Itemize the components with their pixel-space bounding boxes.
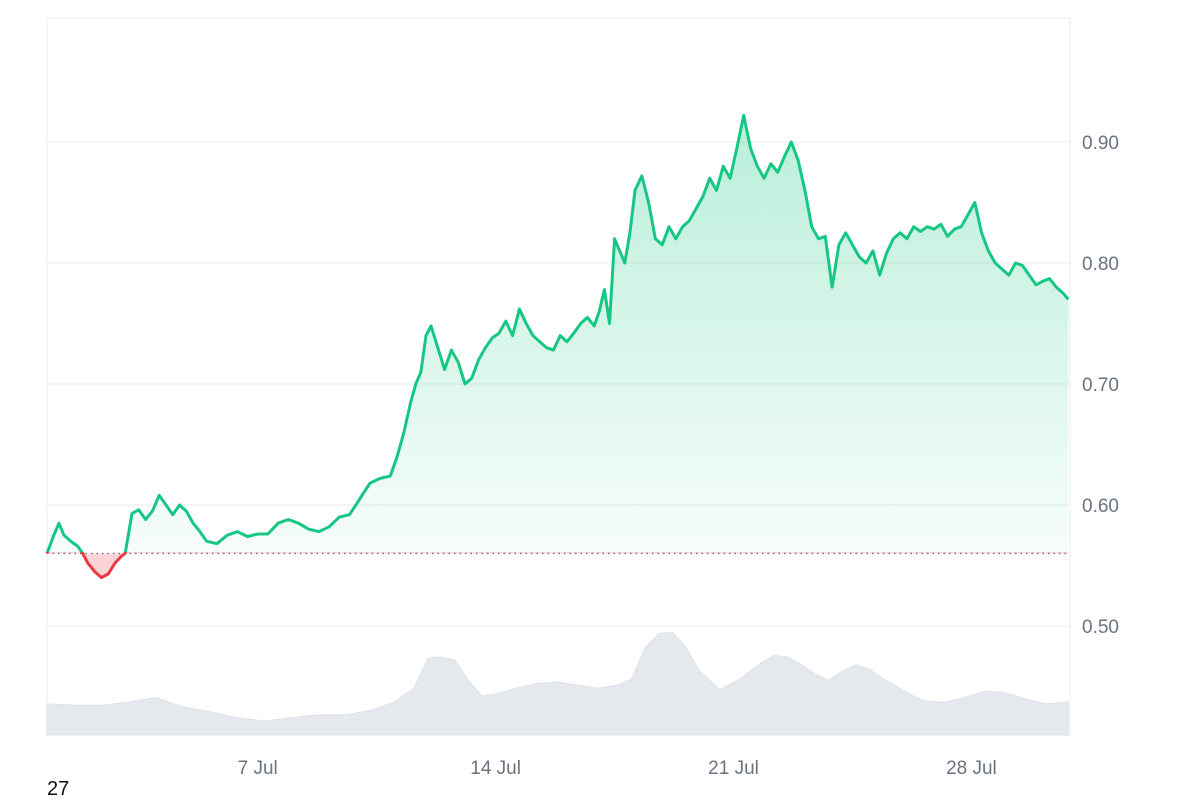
- price-fill-up: [47, 115, 1069, 552]
- x-tick-label: 28 Jul: [946, 758, 997, 779]
- axis-labels: 0.50 0.60 0.70 0.80 0.90 7 Jul 14 Jul 21 Jul 28 …: [238, 133, 1119, 779]
- y-tick-label: 0.50: [1082, 617, 1119, 638]
- corner-label: 27: [47, 778, 70, 800]
- y-tick-label: 0.90: [1082, 133, 1119, 154]
- y-tick-label: 0.80: [1082, 254, 1119, 275]
- price-line-up: [45, 113, 1070, 552]
- price-series: [45, 113, 1070, 580]
- x-tick-label: 21 Jul: [708, 758, 759, 779]
- volume-area: [46, 631, 1069, 736]
- y-tick-label: 0.70: [1082, 375, 1119, 396]
- volume-area-path: [46, 631, 1069, 736]
- x-tick-label: 14 Jul: [470, 758, 521, 779]
- x-tick-label: 7 Jul: [238, 758, 278, 779]
- y-tick-label: 0.60: [1082, 496, 1119, 517]
